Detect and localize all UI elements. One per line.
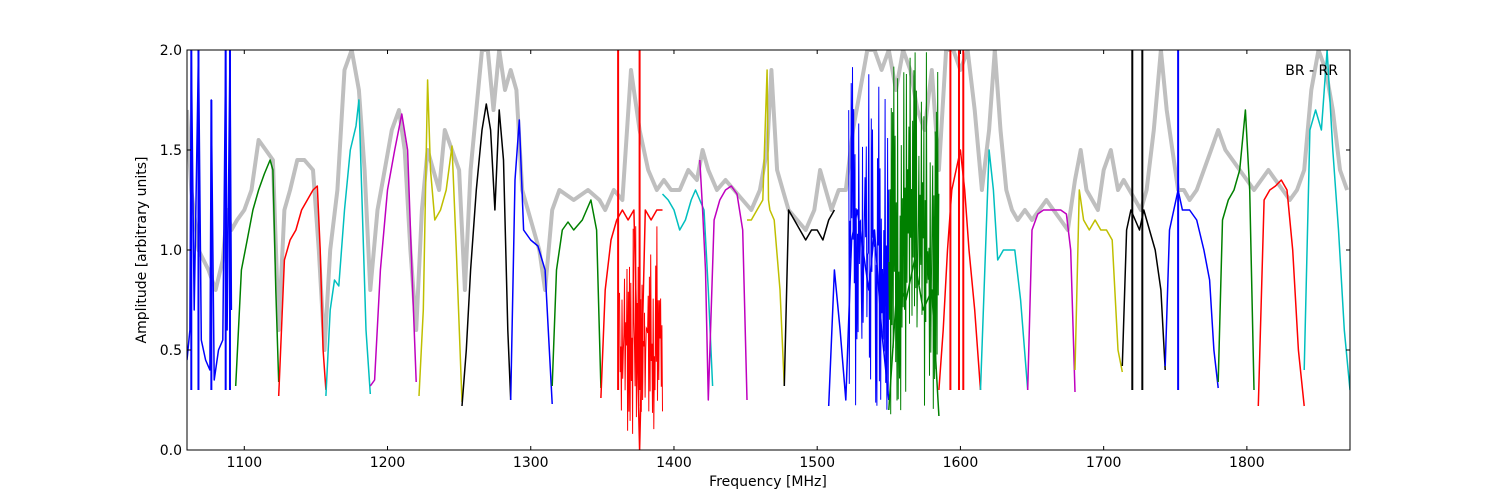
y-tick-label-2: 1.0 [160,243,182,259]
y-tick-label-4: 2.0 [160,43,182,59]
x-tick-label-1: 1200 [370,455,406,471]
series-line-3 [325,99,372,397]
series-line-1 [234,159,280,387]
series-line-23 [1257,179,1305,407]
series-line-10 [661,189,714,387]
series-line-8 [551,199,602,389]
x-axis-label: Frequency [MHz] [709,474,827,490]
series-line-22 [1217,109,1255,391]
series-line-6 [461,103,512,407]
series-line-12 [747,69,786,387]
x-tick-label-2: 1300 [513,455,549,471]
x-tick-label-0: 1100 [226,455,262,471]
series-layer [187,50,1350,450]
x-tick-label-5: 1600 [943,455,979,471]
series-line-11 [699,159,748,401]
series-noise-14 [848,67,890,410]
x-tick-label-6: 1700 [1086,455,1122,471]
series-line-17 [979,149,1029,391]
y-tick-label-0: 0.0 [160,443,182,459]
x-tick-label-4: 1500 [799,455,835,471]
series-line-13 [783,209,836,387]
annotation-label: BR - RR [1285,63,1338,79]
series-line-9 [600,209,663,450]
series-line-18 [1026,209,1076,393]
tick-layer: 1100 1200 1300 1400 1500 1600 1700 1800 0.0 0.5 1.… [160,43,1350,471]
series-line-5 [418,79,463,403]
series-noise-15 [888,52,940,415]
series-line-21 [1164,189,1219,389]
x-tick-label-3: 1400 [656,455,692,471]
x-tick-label-7: 1800 [1229,455,1265,471]
series-line-7 [509,119,553,405]
series-noise-9 [619,226,663,434]
series-line-24 [1303,50,1350,391]
envelope-line [187,50,1349,352]
y-tick-label-3: 1.5 [160,143,182,159]
y-tick-label-1: 0.5 [160,343,182,359]
y-axis-label: Amplitude [arbitrary units] [134,157,150,344]
series-line-2 [277,185,327,397]
series-line-19 [1074,189,1124,373]
envelope-layer [187,50,1349,352]
series-line-4 [369,113,417,387]
